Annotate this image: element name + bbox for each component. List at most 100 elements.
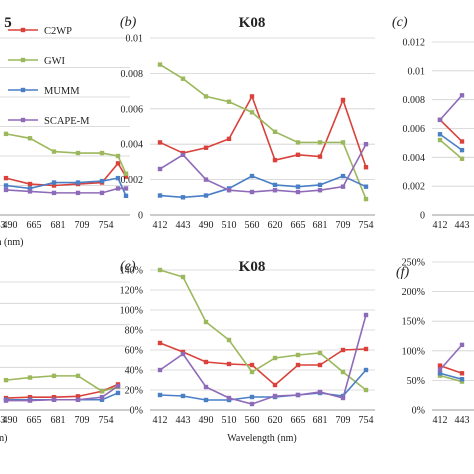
x-tick-label: 681 xyxy=(313,220,328,231)
data-point xyxy=(295,352,301,358)
series-line-gwi xyxy=(159,63,367,200)
y-tick-label: 40% xyxy=(125,366,143,377)
series-line-gwi xyxy=(159,269,367,391)
data-point xyxy=(115,175,121,181)
data-point xyxy=(226,361,232,367)
data-point xyxy=(317,350,323,356)
data-point xyxy=(363,165,369,170)
x-tick-label: 620 xyxy=(268,415,283,426)
series-line-c2wp xyxy=(159,94,367,168)
y-tick-label: 0 xyxy=(138,211,143,222)
data-point xyxy=(249,189,255,195)
x-tick-label: 443 xyxy=(176,220,191,231)
legend-entry-label: GWI xyxy=(44,56,65,67)
legend-swatch-marker xyxy=(20,27,26,33)
x-tick-label: 412 xyxy=(433,415,448,426)
data-point xyxy=(437,363,443,368)
series-line-scape-m xyxy=(6,385,119,402)
data-point xyxy=(27,398,33,403)
data-point xyxy=(437,132,443,137)
data-point xyxy=(180,76,186,81)
series-line-scape-m xyxy=(159,314,367,405)
y-tick-label: 0.004 xyxy=(403,153,426,164)
x-tick-label: 510 xyxy=(222,415,237,426)
data-point xyxy=(3,377,9,383)
y-tick-label: 0.01 xyxy=(408,66,426,77)
data-point xyxy=(180,351,186,357)
x-tick-label: 443 xyxy=(176,415,191,426)
data-point xyxy=(3,183,9,188)
x-tick-label: 665 xyxy=(291,415,306,426)
series-line-gwi xyxy=(439,374,463,383)
y-tick-label: 0% xyxy=(412,406,425,417)
data-point xyxy=(157,367,163,373)
data-point xyxy=(363,184,369,189)
data-point xyxy=(115,186,121,191)
data-point xyxy=(51,395,57,400)
x-tick-label: 443 xyxy=(0,415,6,426)
data-point xyxy=(226,395,232,401)
data-point xyxy=(437,137,443,143)
data-point xyxy=(317,389,323,395)
y-tick-label: 250% xyxy=(402,258,425,269)
data-point xyxy=(99,395,105,400)
data-point xyxy=(226,188,232,193)
y-tick-label: 80% xyxy=(125,326,143,337)
x-tick-label: 754 xyxy=(99,415,114,426)
data-point xyxy=(51,180,57,185)
data-point xyxy=(459,156,465,161)
x-tick-label: 412 xyxy=(153,220,168,231)
y-tick-label: 0.006 xyxy=(403,124,426,135)
series-line-c2wp xyxy=(439,364,463,375)
data-point xyxy=(249,94,255,99)
panel-e: 0% 20% 40% 60% 80% 100% 120% 140% 412 443 490 510 56… xyxy=(120,259,375,444)
y-tick-label: 50% xyxy=(407,376,425,387)
y-tick-label: 0 xyxy=(420,211,425,222)
series-line-scape-m xyxy=(439,94,463,121)
legend-swatch-marker xyxy=(20,117,26,123)
data-point xyxy=(272,129,278,135)
data-point xyxy=(157,62,163,67)
data-point xyxy=(99,389,105,394)
data-point xyxy=(180,274,186,280)
data-point xyxy=(115,390,121,396)
data-point xyxy=(27,395,33,400)
x-tick-label: 560 xyxy=(245,415,260,426)
legend-entry-label: MUMM xyxy=(44,86,80,97)
data-point xyxy=(272,182,278,188)
data-point xyxy=(249,362,255,368)
x-tick-label: 754 xyxy=(359,220,374,231)
data-point xyxy=(115,161,121,166)
data-point xyxy=(99,190,105,196)
data-point xyxy=(75,394,81,399)
data-point xyxy=(459,371,465,376)
data-point xyxy=(317,154,323,159)
y-tick-label: 0.004 xyxy=(121,140,144,151)
series-line-mumm xyxy=(159,175,367,199)
data-point xyxy=(437,373,443,378)
data-point xyxy=(157,140,163,145)
y-tick-label: 0.008 xyxy=(121,69,144,80)
data-point xyxy=(272,188,278,193)
data-point xyxy=(51,397,57,402)
y-tick-label: 150% xyxy=(402,317,425,328)
data-point xyxy=(272,393,278,399)
series-line-scape-m xyxy=(159,143,367,193)
panel-b: 0 0.002 0.004 0.006 0.008 0.01 412 443 490 510 560… xyxy=(120,15,375,231)
data-point xyxy=(203,359,209,365)
data-point xyxy=(295,184,301,189)
y-tick-label: 20% xyxy=(125,386,143,397)
data-point xyxy=(437,367,443,372)
chart-layer: 443490665681709754n (nm)C2WPGWIMUMMSCAPE… xyxy=(0,15,474,444)
data-point xyxy=(295,140,301,145)
data-point xyxy=(363,367,369,373)
x-tick-label: 709 xyxy=(75,415,90,426)
panel-label: (c) xyxy=(392,15,408,30)
x-axis-label: Wavelength (nm) xyxy=(227,433,296,444)
series-line-c2wp xyxy=(439,119,463,143)
legend: C2WP GWI MUMM SCAPE-M xyxy=(8,26,90,127)
data-point xyxy=(203,177,209,182)
data-point xyxy=(317,182,323,188)
data-point xyxy=(99,150,105,156)
